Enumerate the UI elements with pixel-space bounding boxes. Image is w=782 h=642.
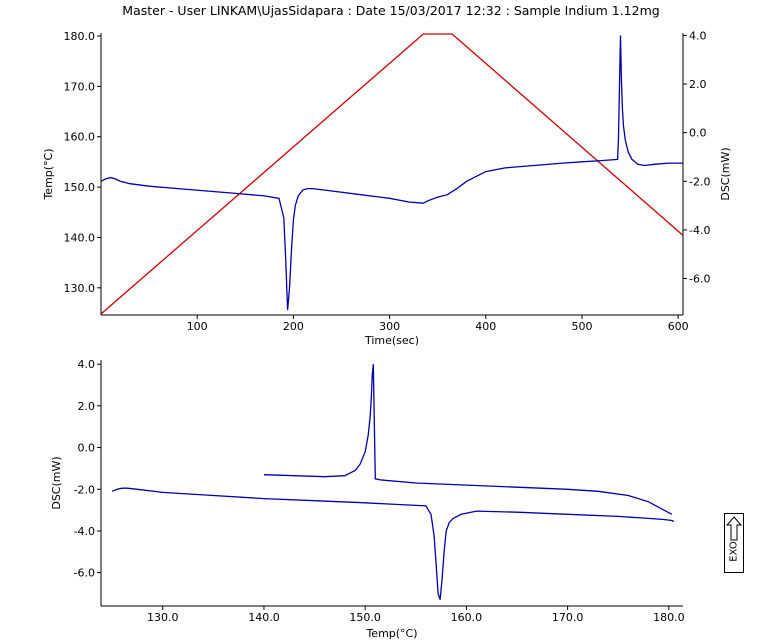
chart1-x-tick-label: 100: [187, 320, 208, 333]
chart1-y-tick-label: 160.0: [64, 131, 96, 144]
chart1-y-tick-label: 180.0: [64, 30, 96, 43]
chart1-x-tick-label: 400: [475, 320, 496, 333]
chart2-x-label: Temp(°C): [365, 627, 417, 640]
chart1-y-tick-label: 140.0: [64, 231, 96, 244]
exo-arrow-icon: [725, 516, 743, 541]
chart1-x-label: Time(sec): [364, 334, 419, 347]
chart1-x-tick-label: 500: [571, 320, 592, 333]
chart2-x-tick-label: 130.0: [147, 611, 179, 624]
chart1-y-tick-label: 150.0: [64, 181, 96, 194]
chart1-y2-tick-label: -6.0: [689, 273, 710, 286]
chart2-y-label: DSC(mW): [50, 456, 63, 509]
chart1-x-tick-label: 300: [379, 320, 400, 333]
chart1-y2-label: DSC(mW): [719, 147, 732, 200]
chart1-y-label: Temp(°C): [42, 148, 55, 200]
chart1-dsc-series-line: [100, 35, 683, 311]
chart2-x-tick-label: 140.0: [248, 611, 280, 624]
exo-label: EXO: [728, 541, 740, 562]
chart1-temp-series-line: [100, 33, 684, 315]
chart2-heating-series-line: [111, 487, 675, 600]
chart1-y2-tick-label: 4.0: [689, 29, 707, 42]
chart2-x-tick-label: 170.0: [552, 611, 584, 624]
chart1-y2-tick-label: -2.0: [689, 175, 710, 188]
chart-title: Master - User LINKAM\UjasSidapara : Date…: [122, 3, 660, 18]
chart1-x-tick-label: 200: [283, 320, 304, 333]
chart2-y-tick-label: -4.0: [74, 525, 95, 538]
chart1-y-tick-label: 170.0: [64, 80, 96, 93]
chart2-x-tick-label: 180.0: [653, 611, 685, 624]
chart1-y2-tick-label: -4.0: [689, 224, 710, 237]
chart2-x-tick-label: 160.0: [451, 611, 483, 624]
chart2-x-tick-label: 150.0: [349, 611, 381, 624]
chart2-y-tick-label: 4.0: [78, 358, 96, 371]
exo-indicator: EXO: [724, 513, 744, 573]
chart1-x-tick-label: 600: [668, 320, 689, 333]
chart2-y-tick-label: -6.0: [74, 567, 95, 580]
chart2-y-tick-label: 2.0: [78, 400, 96, 413]
chart2-y-tick-label: -2.0: [74, 483, 95, 496]
chart1-y2-tick-label: 0.0: [689, 127, 707, 140]
chart1-y2-tick-label: 2.0: [689, 78, 707, 91]
chart2-cooling-series-line: [263, 364, 673, 515]
chart1-y-tick-label: 130.0: [64, 282, 96, 295]
chart2-y-tick-label: 0.0: [78, 442, 96, 455]
